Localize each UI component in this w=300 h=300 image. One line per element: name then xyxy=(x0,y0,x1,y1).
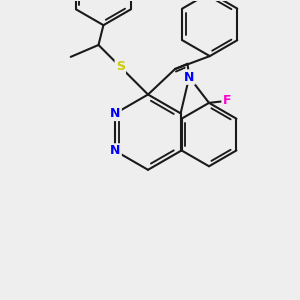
Text: F: F xyxy=(223,94,231,107)
Text: N: N xyxy=(184,70,194,84)
Text: N: N xyxy=(110,107,121,120)
Text: N: N xyxy=(110,145,121,158)
Text: S: S xyxy=(116,60,125,73)
